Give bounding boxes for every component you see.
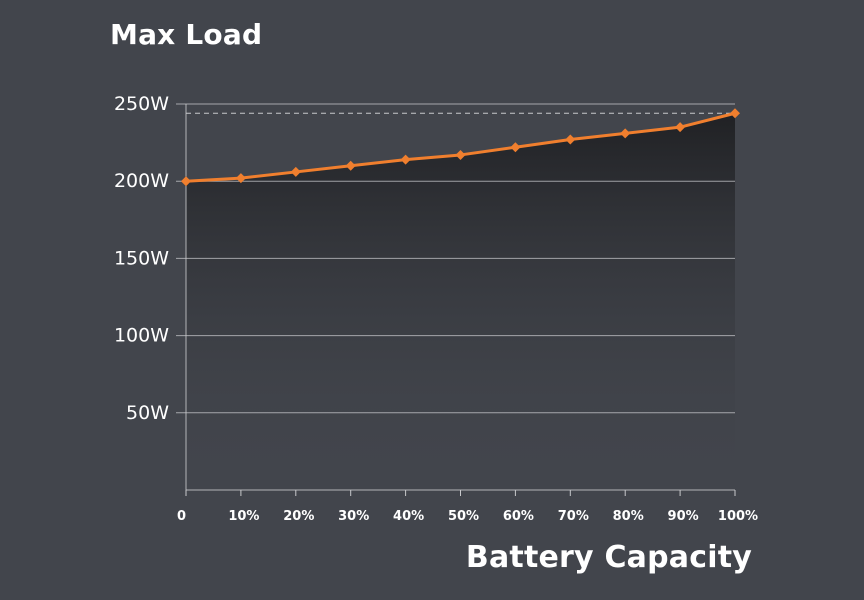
marker-layer (181, 108, 740, 187)
grid-layer (176, 103, 735, 414)
data-point-marker (400, 154, 411, 165)
data-point-marker (235, 173, 246, 184)
data-point-marker (345, 160, 356, 171)
data-point-marker (730, 108, 740, 119)
x-tick-label: 90% (668, 509, 699, 524)
y-tick-label: 200W (114, 170, 169, 192)
area-layer (186, 113, 735, 490)
x-tick-label: 50% (448, 509, 479, 524)
x-tick-label: 80% (613, 509, 644, 524)
y-tick-layer: 50W 100W 150W 200W 250W (114, 93, 169, 424)
chart-title: Max Load (110, 18, 263, 51)
data-point-marker (620, 128, 631, 139)
x-tick-label: 30% (338, 509, 369, 524)
data-point-marker (565, 134, 576, 145)
data-point-marker (455, 149, 466, 160)
x-tick-label: 40% (393, 509, 424, 524)
series-area (186, 113, 735, 490)
x-tick-label: 60% (503, 509, 534, 524)
y-tick-label: 100W (114, 325, 169, 347)
data-point-marker (181, 176, 191, 187)
axis-layer (185, 104, 736, 496)
x-tick-label: 0 (177, 509, 186, 524)
x-tick-label: 70% (558, 509, 589, 524)
data-point-marker (675, 122, 686, 133)
y-tick-label: 150W (114, 247, 169, 269)
data-point-marker (510, 142, 521, 153)
y-tick-label: 50W (126, 402, 169, 424)
x-axis-title: Battery Capacity (465, 540, 752, 575)
data-point-marker (290, 166, 301, 177)
x-tick-label: 10% (228, 509, 259, 524)
x-tick-label: 20% (283, 509, 314, 524)
y-tick-label: 250W (114, 93, 169, 115)
x-tick-label: 100% (718, 509, 758, 524)
x-tick-layer: 0 10% 20% 30% 40% 50% 60% 70% 80% 90% 100% (177, 509, 758, 524)
